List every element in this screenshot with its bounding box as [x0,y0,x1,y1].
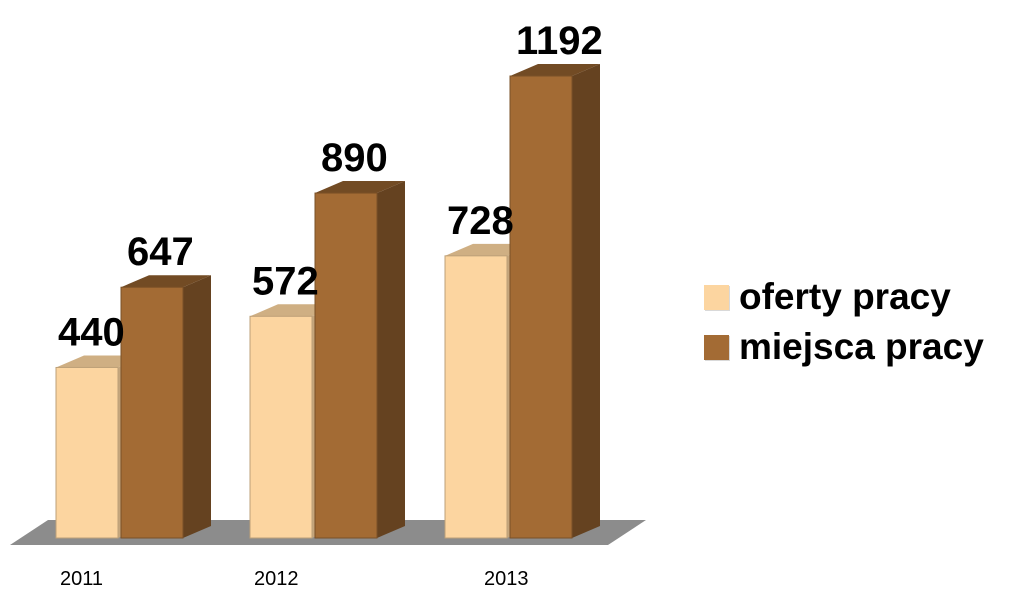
x-tick-label: 2011 [60,568,103,590]
data-label: 440 [58,310,125,354]
x-axis-ticks: 2011 2012 2013 [60,568,529,590]
bar-front [55,366,119,539]
x-tick-label: 2013 [484,568,529,590]
bar-top [315,181,405,194]
bar-top [510,64,600,76]
data-label: 890 [321,136,388,180]
legend-item-oferty-pracy: oferty pracy [704,272,984,322]
bar-top [121,275,211,288]
data-label: 572 [252,259,319,303]
bar-side [572,64,600,538]
data-label: 728 [447,199,514,243]
bar-miejsca-pracy-2011 [120,275,211,539]
bar-front [249,315,313,539]
legend: oferty pracy miejsca pracy [704,272,984,372]
x-tick-label: 2012 [254,568,299,590]
bar-front [444,255,508,539]
legend-label: miejsca pracy [739,326,984,367]
legend-swatch [704,284,729,310]
legend-swatch [704,334,729,360]
data-label: 647 [127,230,194,274]
legend-label: oferty pracy [739,276,951,317]
legend-item-miejsca-pracy: miejsca pracy [704,322,984,372]
bar-side [183,275,211,538]
data-label: 1192 [516,19,603,63]
bar-miejsca-pracy-2012 [314,181,405,539]
bar-front [120,286,184,539]
bar-front [314,192,378,539]
bar-miejsca-pracy-2013 [509,64,600,539]
bars-group [55,64,600,539]
bar-front [509,75,573,539]
bar-side [377,181,405,538]
